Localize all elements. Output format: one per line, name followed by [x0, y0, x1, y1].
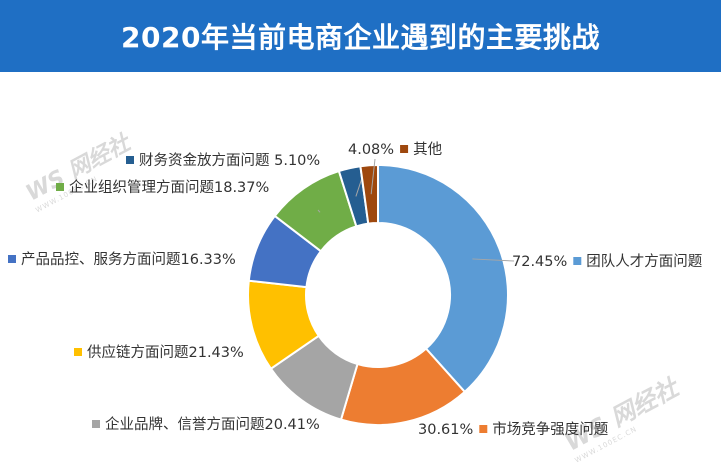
- slice-label: 企业品牌、信誉方面问题20.41%: [105, 415, 320, 433]
- slice-label: 产品品控、服务方面问题16.33%: [21, 251, 236, 268]
- slice-label: 市场竞争强度问题: [492, 420, 608, 438]
- leader-line: [317, 209, 321, 213]
- slice-value: 30.61%: [418, 422, 473, 438]
- data-label: 30.61% 市场竞争强度问题: [418, 420, 608, 438]
- legend-key: [126, 156, 134, 164]
- data-label: 72.45% 团队人才方面问题: [512, 253, 702, 270]
- slice-label: 其他: [413, 141, 442, 158]
- legend-key: [400, 145, 409, 153]
- leader-line: [472, 258, 515, 262]
- slice-label: 企业组织管理方面问题18.37%: [69, 178, 269, 196]
- legend-key: [8, 255, 16, 263]
- leader-line: [370, 158, 376, 195]
- donut-slice: [359, 163, 379, 225]
- slice-label: 供应链方面问题21.43%: [87, 343, 244, 361]
- leader-line: [355, 177, 363, 197]
- legend-key: [74, 348, 82, 356]
- slice-value: 4.08%: [348, 142, 394, 158]
- donut-chart: 72.45% 团队人才方面问题 30.61% 市场竞争强度问题 企业品牌、信誉方面问题2…: [0, 72, 721, 450]
- data-label: 产品品控、服务方面问题16.33%: [8, 251, 236, 268]
- legend-key: [92, 420, 100, 428]
- title-banner: 2020年当前电商企业遇到的主要挑战: [0, 0, 721, 72]
- donut-slice: [377, 163, 509, 394]
- data-label: 企业品牌、信誉方面问题20.41%: [92, 415, 320, 433]
- data-label: 4.08% 其他: [348, 141, 442, 158]
- data-label: 供应链方面问题21.43%: [74, 343, 244, 361]
- legend-key: [56, 183, 64, 191]
- donut-chart-svg: 72.45% 团队人才方面问题 30.61% 市场竞争强度问题 企业品牌、信誉方面问题2…: [8, 141, 702, 438]
- slice-value: 72.45%: [512, 254, 567, 270]
- data-label: 企业组织管理方面问题18.37%: [56, 178, 269, 196]
- chart-title: 2020年当前电商企业遇到的主要挑战: [121, 21, 600, 54]
- data-label: 财务资金放方面问题 5.10%: [126, 152, 320, 169]
- legend-key: [479, 425, 488, 433]
- legend-key: [573, 257, 582, 265]
- slice-label: 团队人才方面问题: [586, 253, 702, 270]
- slice-label: 财务资金放方面问题 5.10%: [139, 152, 320, 169]
